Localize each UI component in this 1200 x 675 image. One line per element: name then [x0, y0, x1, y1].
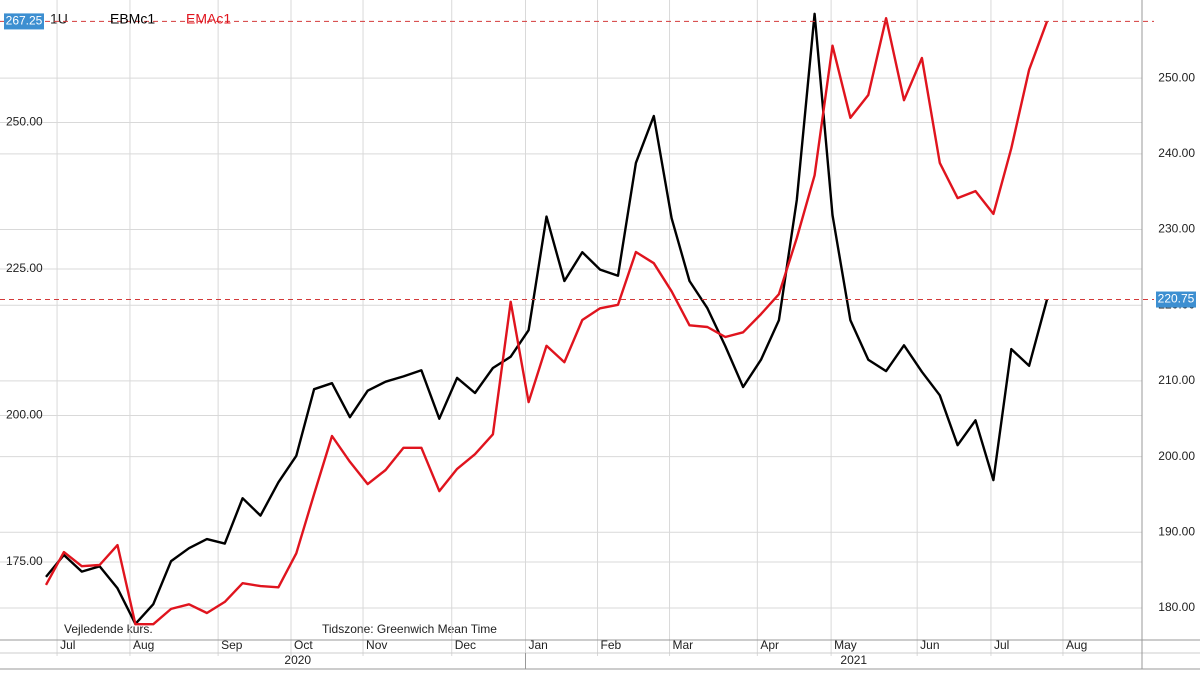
interval-label: 1U [50, 11, 68, 27]
annotation: Vejledende kurs. [64, 622, 153, 636]
legend-label: EBMc1 [110, 11, 155, 27]
y2-tick-label: 250.00 [1158, 70, 1195, 84]
x-tick-label: Aug [1066, 638, 1087, 652]
y2-tick-label: 180.00 [1158, 600, 1195, 614]
x-tick-label: Dec [455, 638, 476, 652]
line [45, 12, 1049, 626]
y-tick-label: 250.00 [6, 115, 43, 129]
x-tick-label: Oct [294, 638, 313, 652]
x-tick-label: Jul [60, 638, 75, 652]
last-value-label: 267.25 [6, 14, 43, 28]
x-tick-label: Apr [760, 638, 779, 652]
line [44, 17, 1049, 626]
x-tick-label: May [834, 638, 857, 652]
annotation: Tidszone: Greenwich Mean Time [322, 622, 497, 636]
x-tick-label: Nov [366, 638, 387, 652]
x-tick-label: Sep [221, 638, 243, 652]
x-tick-label: Jun [920, 638, 939, 652]
y2-tick-label: 230.00 [1158, 222, 1195, 236]
last-value-box [4, 13, 44, 30]
last-value-label: 220.75 [1158, 292, 1195, 306]
x-tick-label: Mar [673, 638, 694, 652]
x-tick-label: Aug [133, 638, 154, 652]
x-tick-label: Feb [601, 638, 622, 652]
x-group-label: 2020 [284, 653, 311, 667]
y-tick-label: 175.00 [6, 554, 43, 568]
y2-tick-label: 200.00 [1158, 449, 1195, 463]
last-value-box [1156, 291, 1196, 308]
y2-tick-label: 240.00 [1158, 146, 1195, 160]
x-tick-label: Jul [994, 638, 1009, 652]
x-group-label: 2021 [840, 653, 867, 667]
y-tick-label: 225.00 [6, 261, 43, 275]
y2-tick-label: 210.00 [1158, 373, 1195, 387]
x-tick-label: Jan [529, 638, 548, 652]
y-tick-label: 200.00 [6, 408, 43, 422]
y2-tick-label: 190.00 [1158, 524, 1195, 538]
legend-label: EMAc1 [186, 11, 231, 27]
